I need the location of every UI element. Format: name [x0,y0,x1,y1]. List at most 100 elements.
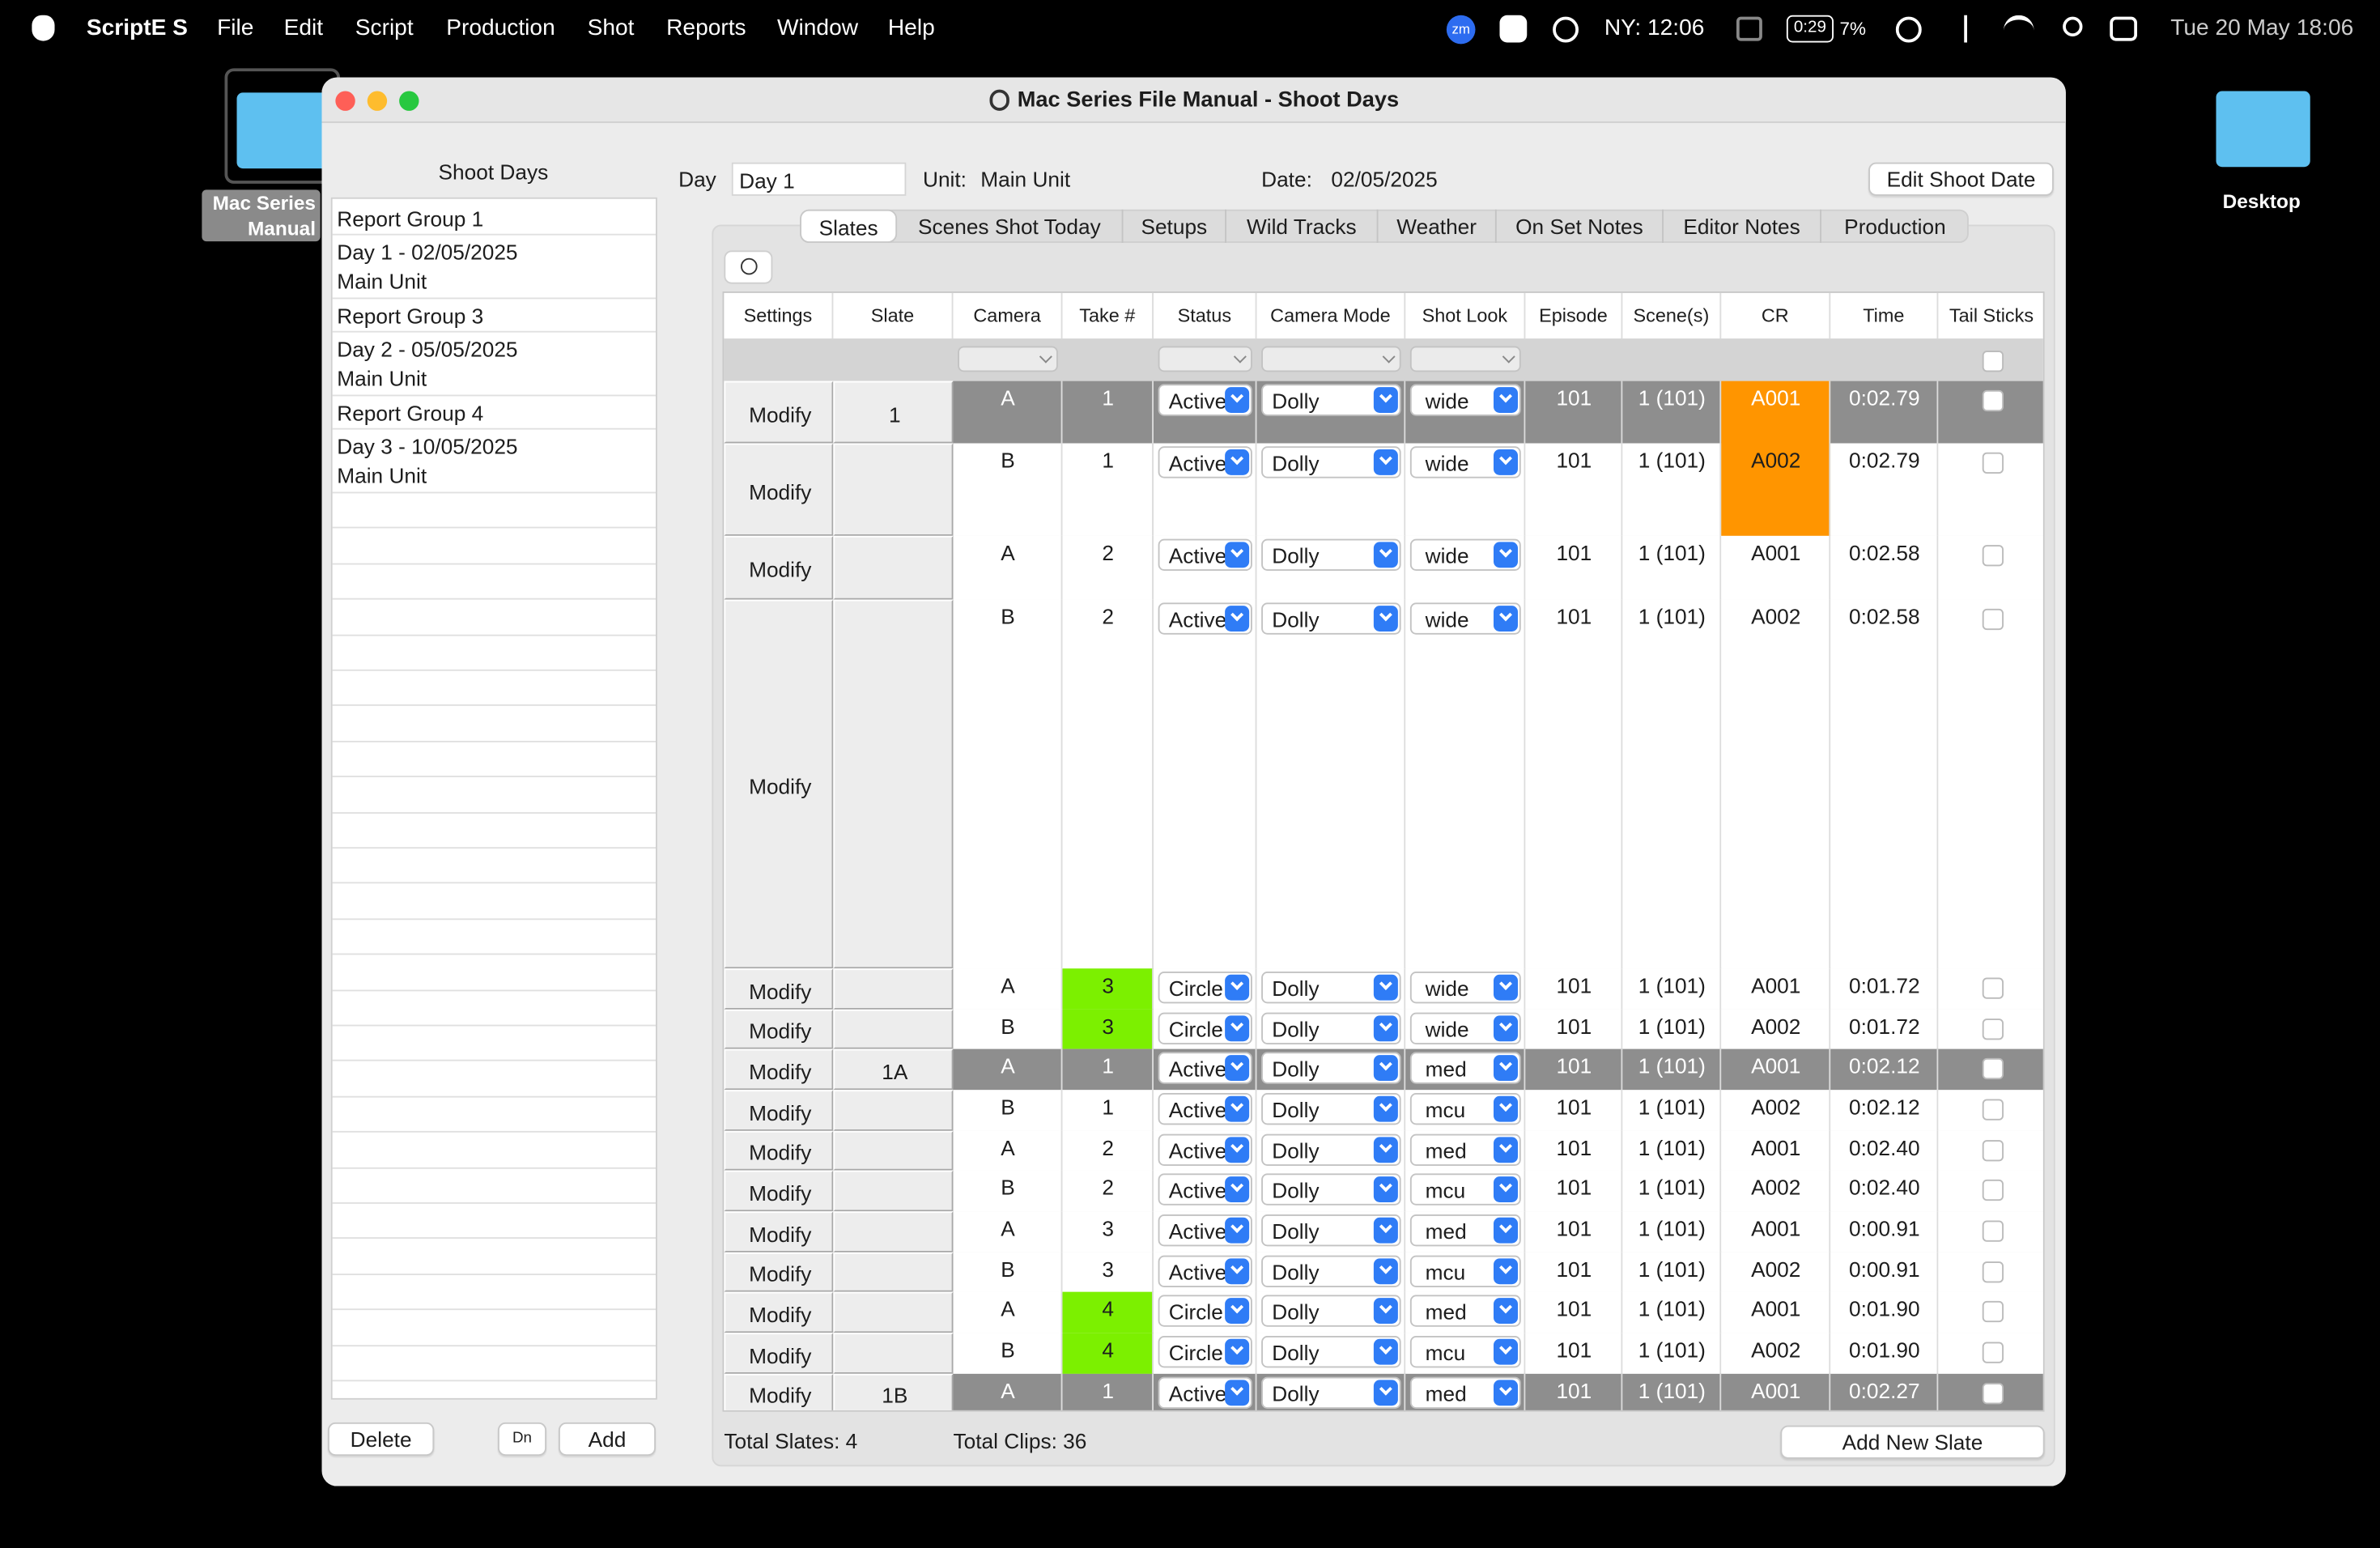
modify-button[interactable]: Modify [749,1019,812,1044]
popup-button[interactable]: wide [1409,446,1521,478]
desktop-icon-label[interactable]: Mac Series Manual [202,189,321,242]
tail-sticks-checkbox[interactable] [1981,1019,2004,1040]
tail-sticks-checkbox[interactable] [1981,1300,2004,1323]
modify-button[interactable]: Modify [749,1342,812,1367]
popup-button[interactable]: Active [1158,1376,1252,1409]
menu-date[interactable]: Tue 20 May [2170,15,2290,41]
popup-button[interactable]: Active [1158,538,1252,571]
desktop-icon[interactable] [2210,82,2316,173]
filter-checkbox[interactable] [1981,351,2004,372]
popup-button[interactable]: wide [1409,538,1521,571]
menu-item[interactable]: Reports [666,15,746,41]
column-header[interactable]: Status [1154,292,1257,339]
column-header[interactable]: Slate [833,292,954,339]
tab[interactable]: Production [1820,209,1969,243]
popup-button[interactable]: mcu [1409,1093,1521,1125]
popup-button[interactable]: Dolly [1261,1214,1401,1247]
popup-button[interactable]: Dolly [1261,1336,1401,1368]
modify-button[interactable]: Modify [749,1383,812,1408]
menu-item[interactable]: Help [887,15,935,41]
popup-button[interactable]: med [1409,1295,1521,1327]
tab[interactable]: Wild Tracks [1225,209,1377,243]
desktop-icon-label[interactable]: Desktop [2222,189,2301,213]
status-icon[interactable] [1736,16,1762,41]
filter-dropdown[interactable] [1158,346,1252,372]
popup-button[interactable]: Active [1158,1093,1252,1125]
popup-button[interactable]: wide [1409,602,1521,635]
popup-button[interactable]: Dolly [1261,384,1401,416]
popup-button[interactable]: Dolly [1261,1093,1401,1125]
popup-button[interactable]: Dolly [1261,1173,1401,1206]
menu-item[interactable]: Edit [283,15,324,41]
modify-button[interactable]: Modify [749,1140,812,1165]
zoom-icon[interactable]: zm [1446,15,1476,45]
tab[interactable]: Slates [800,209,898,243]
popup-button[interactable]: Active [1158,1214,1252,1247]
search-button[interactable] [724,250,773,284]
shoot-day-item[interactable]: Report Group 3 [332,299,656,333]
popup-button[interactable]: Active [1158,1173,1252,1206]
popup-button[interactable]: Dolly [1261,1376,1401,1409]
status-icon[interactable] [1553,16,1579,43]
popup-button[interactable]: Dolly [1261,538,1401,571]
popup-button[interactable]: Dolly [1261,1295,1401,1327]
column-header[interactable]: Episode [1525,292,1623,339]
popup-button[interactable]: Dolly [1261,1133,1401,1166]
modify-button[interactable]: Modify [749,557,812,582]
popup-button[interactable]: mcu [1409,1173,1521,1206]
filter-dropdown[interactable] [1409,346,1521,372]
modify-button[interactable]: Modify [749,1301,812,1326]
tail-sticks-checkbox[interactable] [1981,1261,2004,1283]
popup-button[interactable]: wide [1409,384,1521,416]
battery-time[interactable]: 0:29 [1786,15,1834,43]
tail-sticks-checkbox[interactable] [1981,1140,2004,1162]
modify-button[interactable]: Modify [749,773,812,798]
tail-sticks-checkbox[interactable] [1981,545,2004,567]
popup-button[interactable]: Dolly [1261,446,1401,478]
tab[interactable]: Scenes Shot Today [917,214,1101,239]
clock-ny[interactable]: NY: 12:06 [1604,15,1705,41]
shoot-day-item[interactable]: Day 1 - 02/05/2025 Main Unit [332,236,656,300]
search-icon[interactable] [2063,16,2083,36]
modify-button[interactable]: Modify [749,401,812,426]
tail-sticks-checkbox[interactable] [1981,389,2004,412]
down-button[interactable]: Dn [498,1422,546,1457]
modify-button[interactable]: Modify [749,1058,812,1083]
traffic-light[interactable] [367,91,388,111]
filter-dropdown[interactable] [1261,346,1401,372]
filter-dropdown[interactable] [958,346,1058,372]
tab[interactable]: Setups [1121,209,1226,243]
column-header[interactable]: Camera [954,292,1063,339]
popup-button[interactable]: Dolly [1261,1052,1401,1084]
modify-button[interactable]: Modify [749,1180,812,1205]
app-menu[interactable]: ScriptE S [86,15,188,41]
status-icon[interactable] [1499,15,1528,43]
modify-button[interactable]: Modify [749,978,812,1003]
tail-sticks-checkbox[interactable] [1981,1220,2004,1242]
popup-button[interactable]: Circle [1158,1012,1252,1044]
popup-button[interactable]: med [1409,1133,1521,1166]
column-header[interactable]: Take # [1063,292,1154,339]
popup-button[interactable]: Active [1158,1255,1252,1287]
desktop-icon[interactable] [224,68,340,184]
modify-button[interactable]: Modify [749,478,812,504]
column-header[interactable]: Shot Look [1405,292,1526,339]
popup-button[interactable]: med [1409,1052,1521,1084]
tab[interactable]: On Set Notes [1494,209,1662,243]
menu-item[interactable]: Shot [587,15,635,41]
popup-button[interactable]: med [1409,1376,1521,1409]
shoot-day-item[interactable]: Report Group 1 [332,202,656,236]
edit-shoot-date-button[interactable]: Edit Shoot Date [1868,162,2054,196]
popup-button[interactable]: wide [1409,1012,1521,1044]
tail-sticks-checkbox[interactable] [1981,977,2004,999]
wifi-icon[interactable] [2004,15,2034,36]
tail-sticks-checkbox[interactable] [1981,1099,2004,1121]
delete-button[interactable]: Delete [328,1422,435,1457]
popup-button[interactable]: Circle [1158,972,1252,1004]
modify-button[interactable]: Modify [749,1099,812,1125]
column-header[interactable]: Scene(s) [1622,292,1722,339]
popup-button[interactable]: Active [1158,384,1252,416]
popup-button[interactable]: med [1409,1214,1521,1247]
menu-item[interactable]: File [217,15,254,41]
shoot-day-item[interactable]: Report Group 4 [332,396,656,430]
